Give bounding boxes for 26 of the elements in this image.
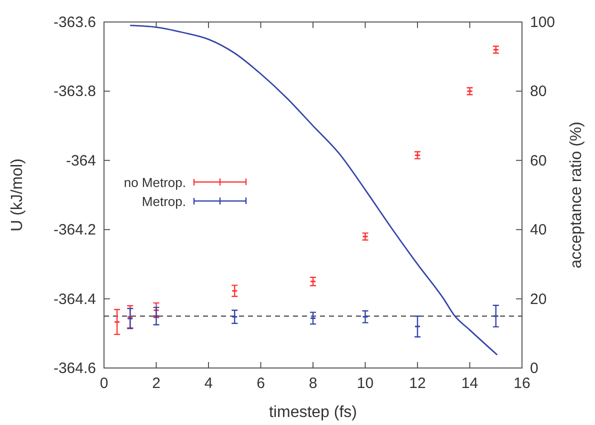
y2-tick-label: 0 (530, 360, 538, 377)
y-tick-label: -364.2 (53, 222, 96, 239)
y2-tick-label: 20 (530, 290, 547, 308)
x-tick-label: 16 (514, 375, 530, 392)
y-tick-label: -364.6 (53, 360, 96, 377)
y2-tick-label: 40 (530, 222, 547, 239)
y2-tick-label: 80 (530, 83, 547, 100)
y-tick-label: -364.4 (53, 290, 96, 308)
y2-axis-title: acceptance ratio (%) (568, 122, 585, 268)
y2-tick-label: 60 (530, 152, 547, 170)
x-tick-label: 8 (308, 375, 318, 392)
x-tick-label: 14 (461, 375, 478, 392)
y-tick-label: -364 (66, 152, 96, 170)
x-tick-label: 0 (100, 375, 108, 392)
y2-tick-label: 100 (530, 14, 556, 31)
y-tick-label: -363.6 (53, 14, 96, 31)
legend-label: Metrop. (142, 194, 186, 209)
x-tick-label: 4 (204, 375, 213, 392)
x-axis-title: timestep (fs) (268, 404, 358, 421)
y-tick-label: -363.8 (53, 83, 96, 100)
x-tick-label: 6 (256, 375, 265, 392)
x-tick-label: 12 (409, 375, 426, 392)
y-axis-title: U (kJ/mol) (9, 158, 26, 232)
x-tick-label: 10 (356, 375, 374, 392)
x-tick-label: 2 (152, 375, 160, 392)
legend-label: no Metrop. (124, 175, 186, 190)
